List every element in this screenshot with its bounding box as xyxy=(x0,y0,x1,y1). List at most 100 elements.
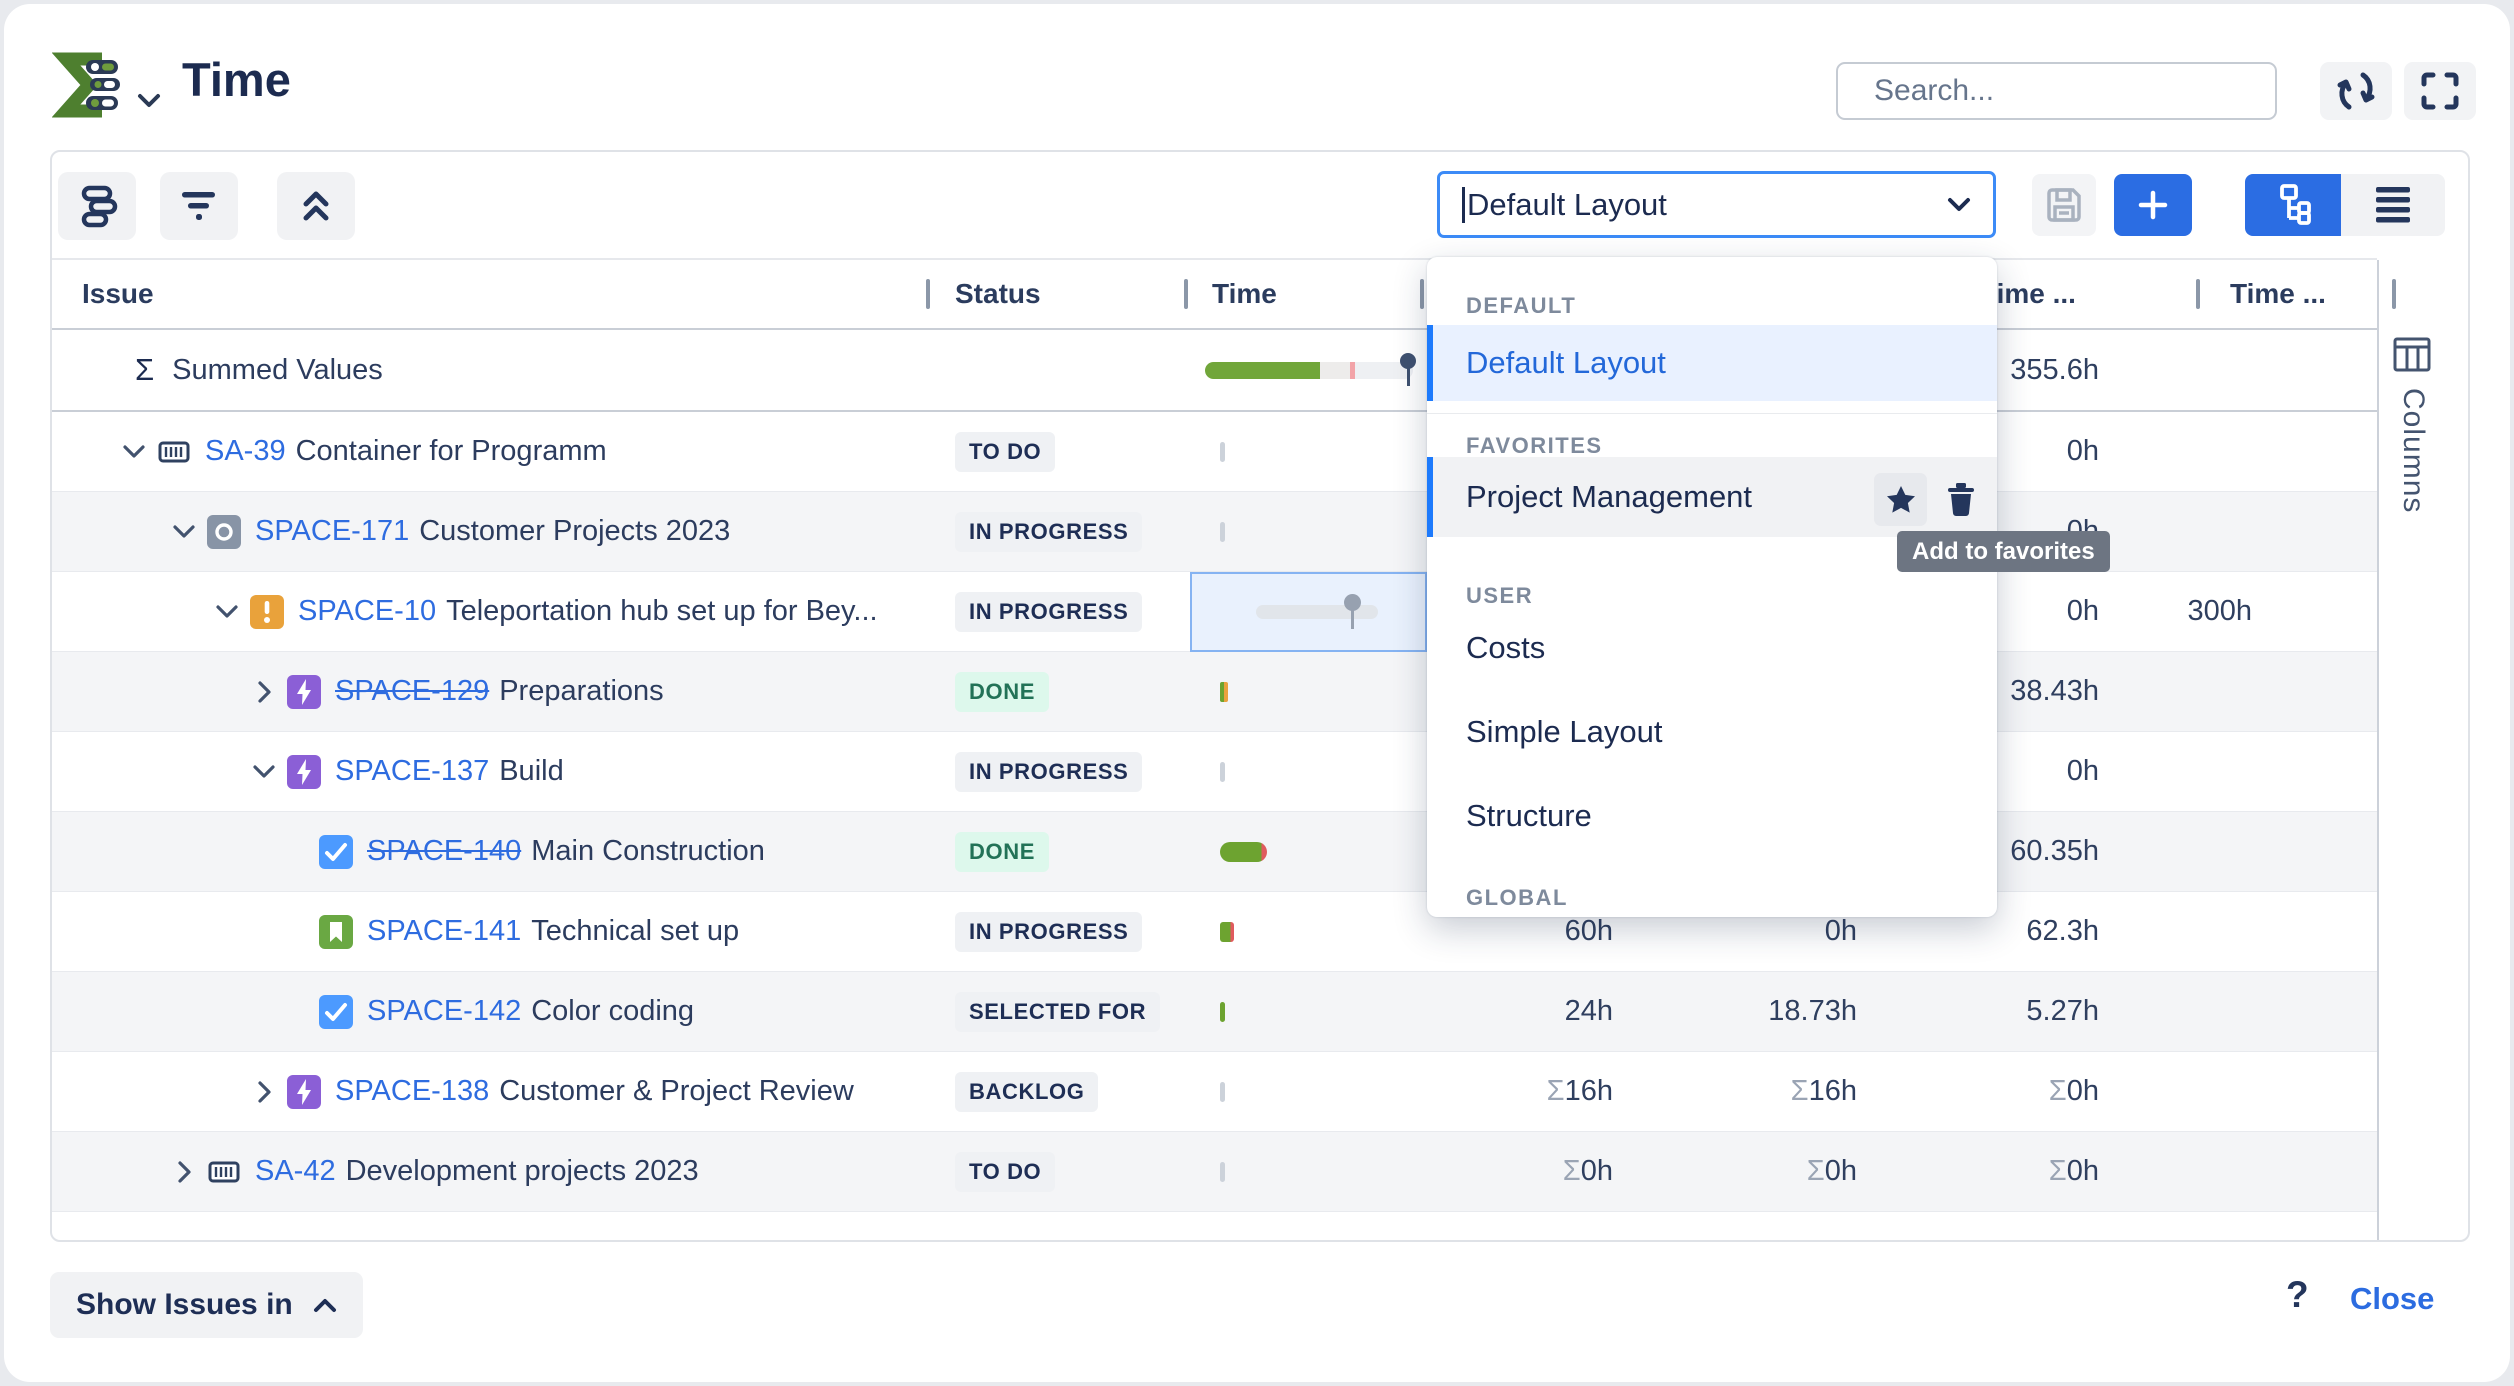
time-cell[interactable] xyxy=(1190,441,1427,462)
column-divider[interactable] xyxy=(926,279,930,309)
time-value-cell: Σ16h xyxy=(1546,1075,1613,1107)
column-divider[interactable] xyxy=(2392,279,2396,309)
list-view-button[interactable] xyxy=(2341,174,2445,236)
epic-icon xyxy=(287,674,321,709)
issue-key[interactable]: SPACE-142 xyxy=(367,995,522,1027)
issue-cell[interactable]: SPACE-142 Color coding xyxy=(52,994,925,1029)
menu-divider xyxy=(1427,413,1997,414)
column-divider[interactable] xyxy=(2196,279,2200,309)
time-value-cell: 0h xyxy=(2066,435,2099,467)
chevron-down-icon[interactable] xyxy=(251,759,277,785)
menu-item-project-management[interactable]: Project Management xyxy=(1427,457,1997,537)
table-row[interactable]: SPACE-137 Build IN PROGRESS 0h xyxy=(52,732,2377,812)
table-row[interactable]: SPACE-10 Teleportation hub set up for Be… xyxy=(52,571,2377,652)
table-row[interactable]: SA-39 Container for Programm TO DO 0h xyxy=(52,412,2377,492)
issue-cell[interactable]: SPACE-140 Main Construction xyxy=(52,834,925,869)
issue-key[interactable]: SPACE-138 xyxy=(335,1075,490,1107)
summed-time-slider[interactable] xyxy=(1205,352,1416,386)
time-cell[interactable] xyxy=(1190,1001,1427,1022)
column-header-time[interactable]: Time xyxy=(1212,278,1277,309)
table-row[interactable]: SPACE-140 Main Construction DONE 60.35h xyxy=(52,812,2377,892)
issue-summary: Customer & Project Review xyxy=(499,1075,854,1107)
menu-item-structure[interactable]: Structure xyxy=(1466,798,1592,833)
table-row[interactable]: SPACE-129 Preparations DONE 38.43h xyxy=(52,652,2377,732)
issue-cell[interactable]: SA-39 Container for Programm xyxy=(52,435,925,469)
time-cell[interactable] xyxy=(1190,841,1427,862)
chevron-right-icon[interactable] xyxy=(171,1159,197,1185)
help-button[interactable]: ? xyxy=(2286,1274,2309,1315)
chevron-right-icon[interactable] xyxy=(251,679,277,705)
time-cell[interactable] xyxy=(1190,761,1427,782)
save-layout-button[interactable] xyxy=(2032,174,2096,236)
issue-cell[interactable]: SPACE-138 Customer & Project Review xyxy=(52,1074,925,1109)
close-link[interactable]: Close xyxy=(2350,1281,2435,1316)
issue-cell[interactable]: SPACE-10 Teleportation hub set up for Be… xyxy=(52,594,925,629)
menu-item-costs[interactable]: Costs xyxy=(1466,630,1546,665)
status-badge: IN PROGRESS xyxy=(955,591,1143,632)
column-header-time-left[interactable]: Time ... xyxy=(2230,278,2326,309)
time-progress xyxy=(1220,681,1228,702)
time-progress xyxy=(1220,921,1234,942)
add-layout-button[interactable] xyxy=(2114,174,2192,236)
group-by-button[interactable] xyxy=(58,172,136,240)
table-row[interactable]: SPACE-138 Customer & Project Review BACK… xyxy=(52,1052,2377,1132)
search-input[interactable] xyxy=(1874,74,2260,108)
menu-item-simple-layout[interactable]: Simple Layout xyxy=(1466,714,1663,749)
favorite-star-button[interactable] xyxy=(1874,473,1927,526)
table-row[interactable]: SPACE-141 Technical set up IN PROGRESS 6… xyxy=(52,892,2377,972)
issue-cell[interactable]: SPACE-171 Customer Projects 2023 xyxy=(52,514,925,549)
chevron-down-icon[interactable] xyxy=(121,439,147,465)
time-slider[interactable] xyxy=(1256,593,1378,629)
column-divider[interactable] xyxy=(1184,279,1188,309)
issue-key[interactable]: SPACE-137 xyxy=(335,755,490,787)
status-cell: TO DO xyxy=(925,431,1190,472)
issue-key[interactable]: SA-42 xyxy=(255,1155,336,1187)
column-header-issue[interactable]: Issue xyxy=(82,278,154,309)
table-row[interactable]: SA-42 Development projects 2023 TO DO Σ0… xyxy=(52,1132,2377,1212)
collapse-all-button[interactable] xyxy=(277,172,355,240)
issue-key[interactable]: SPACE-141 xyxy=(367,915,522,947)
chevron-down-icon[interactable] xyxy=(171,519,197,545)
filter-button[interactable] xyxy=(160,172,238,240)
menu-item-default-layout[interactable]: Default Layout xyxy=(1427,325,1997,401)
issue-cell[interactable]: SA-42 Development projects 2023 xyxy=(52,1155,925,1189)
delete-layout-button[interactable] xyxy=(1939,477,1983,521)
hierarchy-view-button[interactable] xyxy=(2245,174,2341,236)
columns-panel-toggle[interactable]: Columns xyxy=(2397,388,2430,514)
status-badge: TO DO xyxy=(955,431,1056,472)
issue-key[interactable]: SPACE-129 xyxy=(335,675,490,707)
issue-cell[interactable]: SPACE-129 Preparations xyxy=(52,674,925,709)
chevron-down-icon xyxy=(1948,197,1970,211)
summed-values-row[interactable]: Σ Summed Values 355.6h xyxy=(52,330,2377,412)
issue-cell[interactable]: SPACE-141 Technical set up xyxy=(52,914,925,949)
time-cell[interactable] xyxy=(1190,921,1427,942)
fullscreen-button[interactable] xyxy=(2404,62,2476,120)
time-cell[interactable] xyxy=(1190,681,1427,702)
show-issues-label: Show Issues in xyxy=(76,1288,293,1321)
show-issues-in-button[interactable]: Show Issues in xyxy=(50,1272,363,1338)
refresh-button[interactable] xyxy=(2320,62,2392,120)
time-cell[interactable] xyxy=(1190,1081,1427,1102)
summed-values-label: Summed Values xyxy=(172,353,383,386)
app-switcher-chevron-icon[interactable] xyxy=(136,92,162,110)
issue-cell[interactable]: SPACE-137 Build xyxy=(52,754,925,789)
table-row[interactable]: SPACE-142 Color coding SELECTED FOR 24h … xyxy=(52,972,2377,1052)
layout-menu: DEFAULT Default Layout FAVORITES Project… xyxy=(1427,257,1997,917)
search-box[interactable] xyxy=(1836,62,2277,120)
time-cell[interactable] xyxy=(1190,521,1427,542)
issue-key[interactable]: SPACE-171 xyxy=(255,515,410,547)
issue-key[interactable]: SPACE-10 xyxy=(298,595,437,627)
columns-icon[interactable] xyxy=(2392,336,2432,374)
issue-key[interactable]: SPACE-140 xyxy=(367,835,522,867)
list-icon xyxy=(2376,187,2410,223)
chevron-right-icon[interactable] xyxy=(251,1079,277,1105)
layout-select[interactable]: Default Layout xyxy=(1437,171,1996,238)
issue-key[interactable]: SA-39 xyxy=(205,435,286,467)
chevron-down-icon[interactable] xyxy=(214,599,240,625)
slider-pin-icon[interactable] xyxy=(1344,593,1361,629)
column-divider[interactable] xyxy=(1420,279,1424,309)
time-cell[interactable] xyxy=(1190,571,1427,652)
column-header-status[interactable]: Status xyxy=(955,278,1041,309)
slider-pin-icon[interactable] xyxy=(1400,352,1416,386)
time-cell[interactable] xyxy=(1190,1161,1427,1182)
